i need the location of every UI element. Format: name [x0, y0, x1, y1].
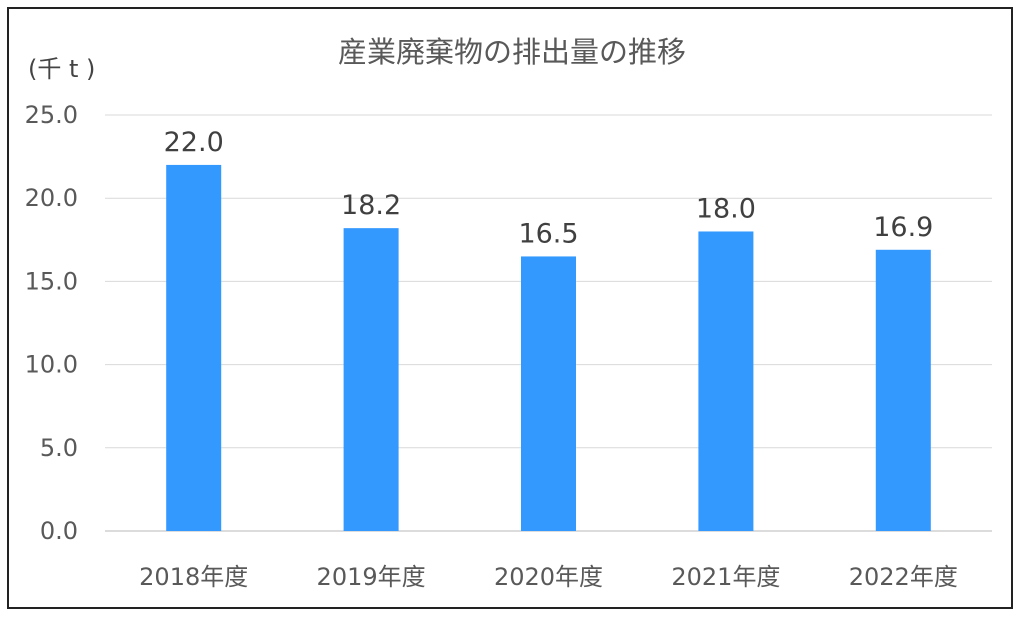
bar: [698, 231, 754, 532]
x-tick-label: 2021年度: [671, 563, 780, 591]
y-axis-unit-label: (千 t ): [28, 55, 95, 83]
y-tick-label: 15.0: [25, 267, 78, 295]
x-tick-label: 2022年度: [849, 563, 958, 591]
y-tick-label: 5.0: [40, 434, 78, 462]
bars: [166, 164, 931, 532]
gridlines: [105, 114, 992, 532]
x-tick-label: 2020年度: [494, 563, 603, 591]
x-tick-label: 2018年度: [139, 563, 248, 591]
x-tick-label: 2019年度: [317, 563, 426, 591]
data-label: 18.0: [696, 193, 756, 224]
chart-title: 産業廃棄物の排出量の推移: [338, 35, 686, 69]
data-label: 22.0: [164, 127, 224, 158]
bar: [521, 256, 576, 531]
y-tick-label: 10.0: [25, 351, 78, 379]
bar: [875, 249, 931, 531]
data-label: 18.2: [341, 190, 401, 221]
bar: [166, 164, 222, 532]
x-axis-ticks: 2018年度 2019年度 2020年度 2021年度 2022年度: [139, 563, 958, 591]
y-axis-ticks: 0.0 5.0 10.0 15.0 20.0 25.0: [25, 101, 78, 545]
bar: [343, 228, 399, 532]
y-tick-label: 0.0: [40, 517, 78, 545]
data-label: 16.5: [518, 218, 578, 249]
data-labels: 22.0 18.2 16.5 18.0 16.9: [164, 127, 934, 250]
y-tick-label: 20.0: [25, 184, 78, 212]
data-label: 16.9: [873, 212, 933, 243]
y-tick-label: 25.0: [25, 101, 78, 129]
